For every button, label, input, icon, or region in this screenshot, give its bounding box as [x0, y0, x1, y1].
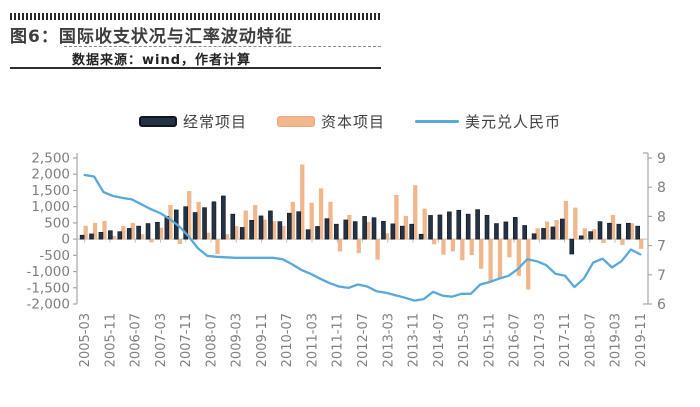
legend-label: 美元兑人民币 — [465, 113, 562, 131]
svg-text:1,500: 1,500 — [31, 183, 70, 199]
legend-item-capital-account: 资本项目 — [276, 111, 385, 132]
svg-text:2,000: 2,000 — [31, 167, 70, 183]
svg-text:2011-03: 2011-03 — [305, 313, 320, 367]
left-axis: 2,5002,0001,5001,0005000-500-1,000-1,500… — [26, 151, 78, 313]
x-axis: 2005-03 2005-11 2006-07 2007-03 2007-11 2008-… — [77, 238, 649, 367]
svg-text:2014-07: 2014-07 — [432, 313, 447, 367]
svg-text:500: 500 — [44, 215, 70, 231]
figure-title: 图6：国际收支状况与汇率波动特征 — [10, 27, 293, 47]
usdcny-line — [83, 173, 642, 302]
svg-text:2011-11: 2011-11 — [331, 313, 346, 367]
svg-text:2007-03: 2007-03 — [154, 313, 169, 367]
capital-account-bars — [83, 164, 644, 290]
chart-svg: 2,5002,0001,5001,0005000-500-1,000-1,500… — [26, 151, 666, 368]
svg-text:2005-11: 2005-11 — [103, 313, 118, 367]
svg-text:9: 9 — [657, 151, 666, 167]
legend-item-usdcny: 美元兑人民币 — [415, 111, 561, 132]
svg-text:-1,500: -1,500 — [26, 280, 70, 296]
header-rule — [10, 67, 381, 69]
hatch-band — [10, 13, 381, 20]
svg-text:2008-07: 2008-07 — [204, 313, 219, 367]
capital-account-swatch-icon — [276, 116, 315, 127]
svg-text:6: 6 — [657, 297, 666, 313]
legend-item-current-account: 经常项目 — [138, 111, 247, 132]
svg-text:2009-03: 2009-03 — [230, 313, 245, 367]
svg-text:7: 7 — [657, 239, 666, 255]
svg-text:7: 7 — [657, 268, 666, 284]
data-source-caption: 数据来源：wind，作者计算 — [72, 53, 252, 68]
svg-text:2007-11: 2007-11 — [179, 313, 194, 367]
legend-label: 资本项目 — [320, 113, 385, 131]
svg-text:2018-07: 2018-07 — [583, 313, 598, 367]
legend-label: 经常项目 — [182, 113, 247, 131]
svg-text:2009-11: 2009-11 — [255, 313, 270, 367]
current-account-bars — [79, 195, 640, 255]
svg-text:2016-07: 2016-07 — [508, 313, 523, 367]
svg-text:2019-03: 2019-03 — [609, 313, 624, 367]
svg-text:2005-03: 2005-03 — [78, 313, 93, 367]
svg-text:2015-03: 2015-03 — [457, 313, 472, 367]
svg-text:-1,000: -1,000 — [26, 264, 70, 280]
svg-text:8: 8 — [657, 180, 666, 196]
payments-fx-chart: 2,500 2,000 1,500 1,000 500 0 -500 -1,000 -1,500… — [0, 140, 700, 407]
title-underline — [64, 46, 381, 47]
svg-text:2019-11: 2019-11 — [634, 313, 649, 367]
svg-text:2010-07: 2010-07 — [280, 313, 295, 367]
svg-text:2,500: 2,500 — [31, 151, 70, 167]
current-account-swatch-icon — [138, 116, 177, 127]
svg-text:2015-11: 2015-11 — [482, 313, 497, 367]
svg-text:2006-07: 2006-07 — [129, 313, 144, 367]
svg-text:2012-07: 2012-07 — [356, 313, 371, 367]
svg-text:2017-11: 2017-11 — [558, 313, 573, 367]
svg-text:-2,000: -2,000 — [26, 297, 70, 313]
svg-text:-500: -500 — [39, 248, 70, 264]
svg-text:2013-03: 2013-03 — [381, 313, 396, 367]
right-axis: 9 8 8 7 7 6 — [643, 151, 666, 313]
svg-text:0: 0 — [61, 232, 70, 248]
svg-text:8: 8 — [657, 209, 666, 225]
usdcny-line-swatch-icon — [415, 120, 459, 123]
svg-text:1,000: 1,000 — [31, 199, 70, 215]
svg-text:2013-11: 2013-11 — [407, 313, 422, 367]
chart-legend: 经常项目 资本项目 美元兑人民币 — [0, 111, 700, 132]
svg-text:2017-03: 2017-03 — [533, 313, 548, 367]
